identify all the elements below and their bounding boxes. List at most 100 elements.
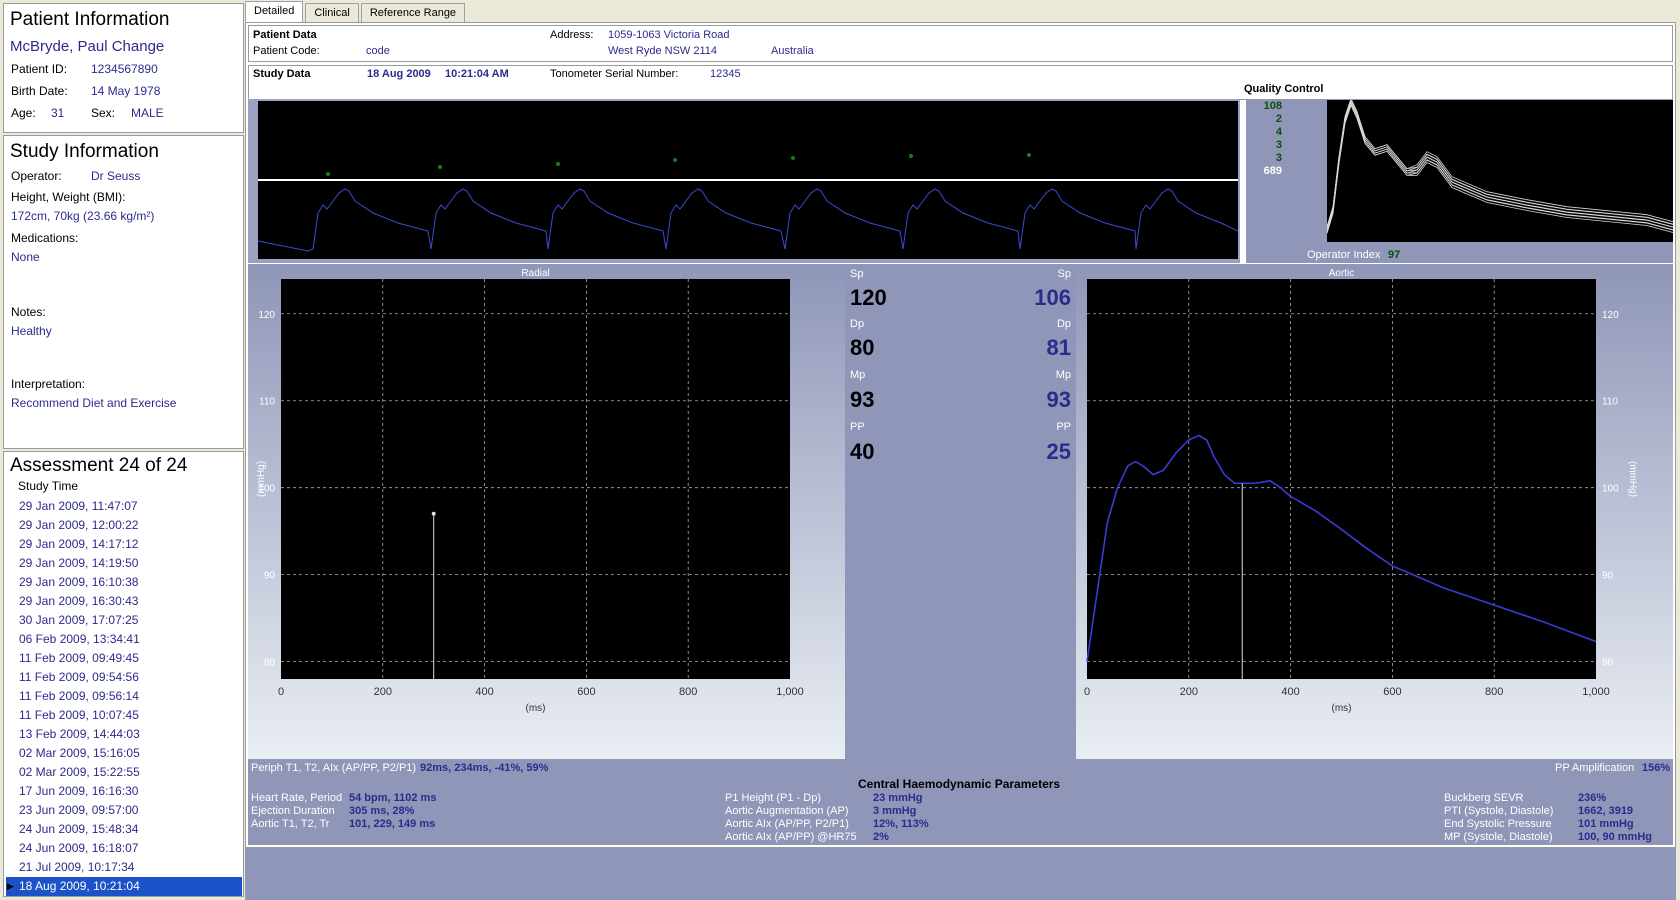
captured-waveform <box>258 188 1238 252</box>
medications-label: Medications: <box>11 231 79 245</box>
tonometer-serial-value: 12345 <box>710 68 741 80</box>
x-tick-label: 400 <box>1281 686 1299 698</box>
quality-dot <box>438 165 442 169</box>
pp-amplification-label: PP Amplification <box>1555 762 1635 774</box>
address-line1: 1059-1063 Victoria Road <box>608 29 730 41</box>
study-time-item[interactable]: 24 Jun 2009, 16:18:07 <box>19 841 139 855</box>
study-time-item[interactable]: 29 Jan 2009, 12:00:22 <box>19 518 139 532</box>
tab-detailed[interactable]: Detailed <box>245 1 304 22</box>
radial-params-value: 92ms, 234ms, -41%, 59% <box>420 762 549 774</box>
x-tick-label: 1,000 <box>776 686 804 698</box>
capture-strip <box>258 101 1238 259</box>
param-value: 101 mmHg <box>1578 818 1634 830</box>
param-label: Aortic AIx (AP/PP) @HR75 <box>725 831 857 843</box>
quality-dot <box>1027 153 1031 157</box>
operator-label: Operator: <box>11 169 62 183</box>
tab-reference-range[interactable]: Reference Range <box>360 3 466 22</box>
study-time-item[interactable]: 11 Feb 2009, 09:49:45 <box>19 651 139 665</box>
radial-pp-value: 40 <box>850 439 875 464</box>
study-time-item[interactable]: 06 Feb 2009, 13:34:41 <box>19 632 140 646</box>
assessment-title: Assessment 24 of 24 <box>10 455 188 476</box>
x-tick-label: 800 <box>1485 686 1503 698</box>
study-time-item[interactable]: 24 Jun 2009, 15:48:34 <box>19 822 139 836</box>
study-time-item[interactable]: 02 Mar 2009, 15:16:05 <box>19 746 140 760</box>
y-tick-label: 100 <box>1602 484 1619 495</box>
param-label: Ejection Duration <box>251 805 335 817</box>
param-label: PTI (Systole, Diastole) <box>1444 805 1554 817</box>
study-time-item[interactable]: 29 Jan 2009, 11:47:07 <box>19 499 138 513</box>
study-time-item[interactable]: 29 Jan 2009, 14:17:12 <box>19 537 139 551</box>
qc-value: 4 <box>1275 126 1282 138</box>
y-axis-label: (mmHg) <box>256 461 267 497</box>
age-label: Age: <box>11 106 36 120</box>
study-time-item[interactable]: 29 Jan 2009, 14:19:50 <box>19 556 139 570</box>
qc-overlay-chart <box>1327 100 1673 242</box>
study-time-item[interactable]: 17 Jun 2009, 16:16:30 <box>19 784 139 798</box>
study-time-item[interactable]: 02 Mar 2009, 15:22:55 <box>19 765 140 779</box>
study-time-item[interactable]: 23 Jun 2009, 09:57:00 <box>19 803 139 817</box>
study-data-box: Study Data 18 Aug 2009 10:21:04 AM Tonom… <box>248 65 1673 100</box>
quality-dot <box>326 172 330 176</box>
study-time: 10:21:04 AM <box>445 68 509 80</box>
x-tick-label: 600 <box>1383 686 1401 698</box>
study-time-item[interactable]: 30 Jan 2009, 17:07:25 <box>19 613 139 627</box>
aortic-dp-label: Dp <box>1056 318 1071 330</box>
y-tick-label: 80 <box>1602 658 1614 669</box>
param-label: MP (Systole, Diastole) <box>1444 831 1553 843</box>
study-time-item[interactable]: 29 Jan 2009, 16:30:43 <box>19 594 139 608</box>
central-params-title: Central Haemodynamic Parameters <box>858 777 1061 791</box>
aortic-chart: Aortic 0 200 400 600 800 1,000 80 90 100 110 120 (ms… <box>1084 268 1638 714</box>
x-tick-label: 0 <box>1084 686 1090 698</box>
interpretation-value: Recommend Diet and Exercise <box>11 396 177 410</box>
param-value: 2% <box>873 831 889 843</box>
x-tick-label: 800 <box>679 686 697 698</box>
qc-value: 2 <box>1275 113 1282 125</box>
y-tick-label: 110 <box>1602 397 1618 408</box>
param-label: Aortic T1, T2, Tr <box>251 818 330 830</box>
x-tick-label: 0 <box>278 686 284 698</box>
patient-code-value: code <box>366 45 390 57</box>
study-time-item[interactable]: 11 Feb 2009, 09:56:14 <box>19 689 139 703</box>
study-time-item[interactable]: 11 Feb 2009, 09:54:56 <box>19 670 139 684</box>
tab-clinical[interactable]: Clinical <box>305 3 359 22</box>
quality-dot <box>556 162 560 166</box>
quality-control-title: Quality Control <box>1244 83 1324 95</box>
quality-dots <box>326 153 1031 176</box>
central-params-col2-values: 23 mmHg 3 mmHg 12%, 113% 2% <box>873 792 929 844</box>
x-tick-label: 1,000 <box>1582 686 1610 698</box>
series-line <box>1086 434 1597 662</box>
study-time-item[interactable]: 13 Feb 2009, 14:44:03 <box>19 727 140 741</box>
param-value: 12%, 113% <box>873 818 929 830</box>
radial-mp-value: 93 <box>850 387 875 412</box>
y-tick-label: 100 <box>258 484 275 495</box>
patient-id-label: Patient ID: <box>11 62 68 76</box>
aortic-sp-value: 106 <box>1034 285 1071 310</box>
study-time-item[interactable]: 11 Feb 2009, 10:07:45 <box>19 708 139 722</box>
radial-dp-value: 80 <box>850 335 875 360</box>
y-axis-label: (mmHg) <box>1627 461 1638 497</box>
operator-index-label: Operator Index <box>1307 249 1381 261</box>
patient-code-label: Patient Code: <box>253 45 320 57</box>
study-time-item[interactable]: 18 Aug 2009, 10:21:04 ▶ <box>6 877 242 896</box>
patient-info-title: Patient Information <box>10 9 170 30</box>
param-value: 1662, 3919 <box>1578 805 1634 817</box>
qc-value: 3 <box>1275 152 1282 164</box>
sex-value: MALE <box>131 106 164 120</box>
qc-value: 3 <box>1275 139 1282 151</box>
aortic-mp-label: Mp <box>1055 369 1071 381</box>
y-tick-label: 110 <box>259 397 275 408</box>
central-params-col3: Buckberg SEVR PTI (Systole, Diastole) End … <box>1444 792 1553 844</box>
param-value: 3 mmHg <box>873 805 917 817</box>
interpretation-label: Interpretation: <box>11 377 86 391</box>
radial-chart: Radial 0 200 400 600 800 1,000 80 90 100 110 120 (ms… <box>256 268 804 714</box>
param-value: 23 mmHg <box>873 792 923 804</box>
x-tick-label: 200 <box>1180 686 1198 698</box>
chart-title: Radial <box>521 268 549 279</box>
qc-waveform <box>1327 104 1673 234</box>
birth-date-label: Birth Date: <box>11 84 68 98</box>
study-time-item[interactable]: 29 Jan 2009, 16:10:38 <box>19 575 139 589</box>
study-time-item[interactable]: 21 Jul 2009, 10:17:34 <box>19 860 135 874</box>
y-tick-label: 120 <box>1602 310 1619 321</box>
chart-title: Aortic <box>1329 268 1355 279</box>
qc-value: 689 <box>1263 165 1282 177</box>
